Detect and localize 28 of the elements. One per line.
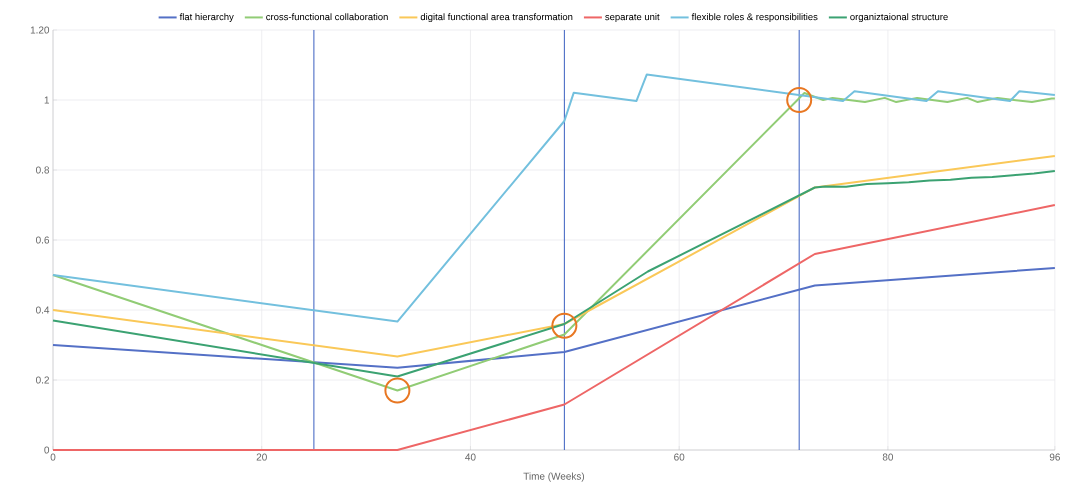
point — [786, 87, 813, 113]
y-tick-label: 1.20 — [30, 26, 50, 34]
x-tick-label: 96 — [1049, 453, 1060, 461]
line-series — [52, 73, 1056, 323]
x-tick-label: 60 — [674, 453, 685, 461]
y-tick-label: 0.8 — [36, 166, 50, 174]
line-series — [52, 92, 1056, 392]
point — [384, 377, 411, 404]
line-series — [52, 155, 1056, 358]
legend-label: flat hierarchy — [179, 13, 234, 23]
legend-label: organiztaional structure — [850, 13, 948, 23]
y-tick-label: 1 — [44, 96, 49, 104]
legend-label: separate unit — [605, 13, 660, 23]
y-tick-label: 0.2 — [36, 376, 49, 384]
point — [551, 312, 578, 339]
legend-label: digital functional area transformation — [420, 13, 573, 23]
x-tick-label: 80 — [882, 453, 894, 461]
x-tick-label: 20 — [256, 453, 267, 461]
x-axis-title: Time (Weeks) — [523, 472, 585, 482]
line-series — [52, 170, 1056, 378]
x-tick-label: 40 — [465, 453, 476, 461]
y-tick-label: 0.6 — [36, 236, 50, 244]
legend-label: cross-functional collaboration — [266, 13, 388, 21]
legend-label: flexible roles & responsibilities — [691, 13, 818, 23]
y-tick-label: 0.4 — [36, 306, 50, 314]
line-series — [52, 267, 1056, 369]
y-tick-label: 0 — [44, 446, 50, 454]
x-tick-label: 0 — [50, 453, 56, 461]
